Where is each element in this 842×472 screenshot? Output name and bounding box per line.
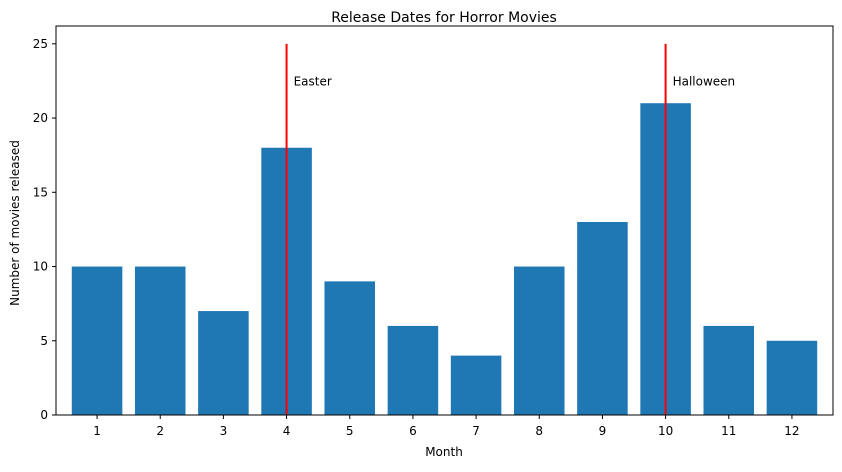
bar-month-3 [198, 311, 249, 415]
bar-month-5 [324, 281, 376, 415]
bar-month-2 [134, 266, 186, 415]
bar-month-8 [513, 266, 565, 415]
x-axis-label: Month [425, 445, 463, 459]
x-tick-label: 9 [599, 424, 607, 438]
y-tick-label: 15 [33, 185, 48, 199]
bar-month-12 [766, 340, 818, 415]
bar-month-11 [703, 325, 755, 415]
annotation-label-easter: Easter [294, 74, 332, 88]
x-axis: 1 2 3 4 5 6 7 8 9 10 11 12 [93, 415, 800, 438]
x-tick-label: 3 [220, 424, 228, 438]
y-tick-label: 25 [33, 37, 48, 51]
annotation-label-halloween: Halloween [673, 74, 736, 88]
bar-month-6 [387, 325, 439, 415]
x-tick-label: 10 [658, 424, 673, 438]
bar-month-9 [577, 221, 628, 415]
bars-layer [71, 103, 818, 415]
bar-month-7 [450, 355, 502, 415]
x-tick-label: 1 [93, 424, 101, 438]
y-axis-label: Number of movies released [8, 140, 22, 306]
plot-frame [55, 25, 834, 416]
x-tick-label: 6 [409, 424, 417, 438]
x-tick-label: 11 [721, 424, 736, 438]
x-tick-label: 5 [346, 424, 354, 438]
x-tick-label: 8 [535, 424, 543, 438]
y-tick-label: 5 [40, 334, 48, 348]
chart-title: Release Dates for Horror Movies [331, 10, 557, 26]
x-tick-label: 2 [156, 424, 164, 438]
y-tick-label: 10 [33, 260, 48, 274]
annotation-layer: Easter Halloween [285, 43, 736, 415]
y-tick-label: 0 [40, 408, 48, 422]
x-tick-label: 4 [283, 424, 291, 438]
bar-month-1 [71, 266, 123, 415]
y-tick-label: 20 [33, 111, 48, 125]
y-axis: 0 5 10 15 20 25 [33, 37, 56, 422]
x-tick-label: 12 [784, 424, 799, 438]
x-tick-label: 7 [472, 424, 480, 438]
